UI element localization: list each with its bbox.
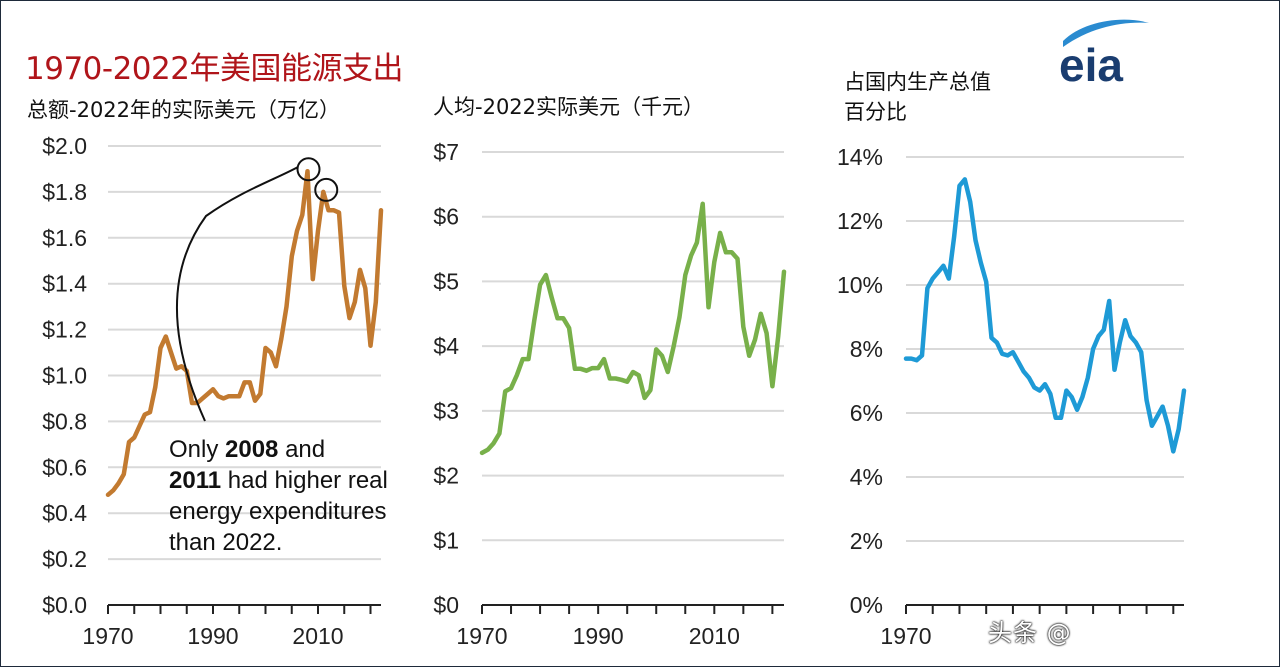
gdp-share-ytick-label: 2%	[850, 528, 883, 554]
total-xtick-label: 2010	[292, 623, 343, 649]
per-capita-chart: $0 $1 $2 $3 $4 $5 $6 $7 1970 1990 2010	[433, 139, 787, 649]
per-capita-xtick-label: 2010	[689, 623, 740, 649]
annotation-text-2: and	[278, 436, 326, 463]
total-ytick-label: $1.8	[42, 179, 87, 205]
gdp-share-xtick-label: 1970	[880, 623, 931, 649]
per-capita-ytick-label: $4	[433, 333, 459, 359]
per-capita-ytick-label: $7	[433, 139, 459, 165]
gdp-share-ytick-label: 0%	[850, 592, 883, 618]
total-ytick-label: $0.0	[42, 592, 87, 618]
gdp-share-ytick-label: 6%	[850, 400, 883, 426]
total-xtick-label: 1990	[187, 623, 238, 649]
total-ytick-label: $1.0	[42, 363, 87, 389]
total-ytick-label: $0.8	[42, 408, 87, 434]
eia-logo: eia	[1059, 19, 1149, 87]
gdp-share-chart: 0% 2% 4% 6% 8% 10% 12% 14% 1970	[837, 144, 1187, 649]
per-capita-ytick-label: $1	[433, 527, 459, 553]
gdp-share-subtitle-line-2: 百分比	[844, 100, 907, 124]
gdp-share-ytick-label: 10%	[837, 272, 883, 298]
chart-annotation: Only 2008 and 2011 had higher real energ…	[169, 434, 389, 558]
annotation-bold-2008: 2008	[225, 436, 279, 463]
annotation-bold-2011: 2011	[169, 467, 222, 494]
per-capita-ytick-label: $5	[433, 268, 459, 294]
total-ytick-label: $1.2	[42, 317, 87, 343]
logo-text: eia	[1059, 39, 1123, 87]
gdp-share-ytick-label: 12%	[837, 208, 883, 234]
gdp-share-panel-subtitle: 占国内生产总值 百分比	[844, 67, 991, 127]
source-watermark: 头条 @	[988, 619, 1072, 647]
per-capita-xtick-label: 1990	[573, 623, 624, 649]
total-ytick-label: $1.4	[42, 271, 87, 297]
total-ytick-label: $0.2	[42, 546, 87, 572]
annotation-text-3: had higher real energy expenditures than…	[169, 467, 388, 556]
total-expenditure-chart: $0.0 $0.2 $0.4 $0.6 $0.8 $1.0 $1.2 $1.4 $1.6 $1.8…	[42, 133, 384, 649]
highlight-callout	[176, 157, 339, 422]
gdp-share-subtitle-line-1: 占国内生产总值	[844, 70, 991, 94]
per-capita-ytick-label: $3	[433, 398, 459, 424]
gdp-share-series-line	[903, 177, 1187, 454]
per-capita-ytick-label: $0	[433, 592, 459, 618]
per-capita-series-line	[479, 201, 787, 456]
total-ytick-label: $0.6	[42, 454, 87, 480]
figure-title: 1970-2022年美国能源支出	[25, 51, 403, 87]
per-capita-ytick-label: $6	[433, 204, 459, 230]
highlight-circle-2008	[296, 157, 321, 182]
total-xtick-label: 1970	[82, 623, 133, 649]
total-ytick-label: $2.0	[42, 133, 87, 159]
gdp-share-ytick-label: 14%	[837, 144, 883, 170]
gdp-share-ytick-label: 4%	[850, 464, 883, 490]
annotation-text-1: Only	[169, 436, 226, 463]
callout-curve	[176, 166, 298, 422]
per-capita-ytick-label: $2	[433, 463, 459, 489]
total-panel-subtitle: 总额-2022年的实际美元（万亿）	[27, 98, 341, 122]
per-capita-xtick-label: 1970	[456, 623, 507, 649]
total-series-line	[105, 168, 384, 498]
highlight-circle-2011	[314, 177, 339, 202]
total-ytick-label: $0.4	[42, 500, 87, 526]
total-ytick-label: $1.6	[42, 225, 87, 251]
per-capita-panel-subtitle: 人均-2022实际美元（千元）	[433, 95, 705, 119]
logo-swoosh	[1063, 19, 1149, 47]
gdp-share-ytick-label: 8%	[850, 336, 883, 362]
